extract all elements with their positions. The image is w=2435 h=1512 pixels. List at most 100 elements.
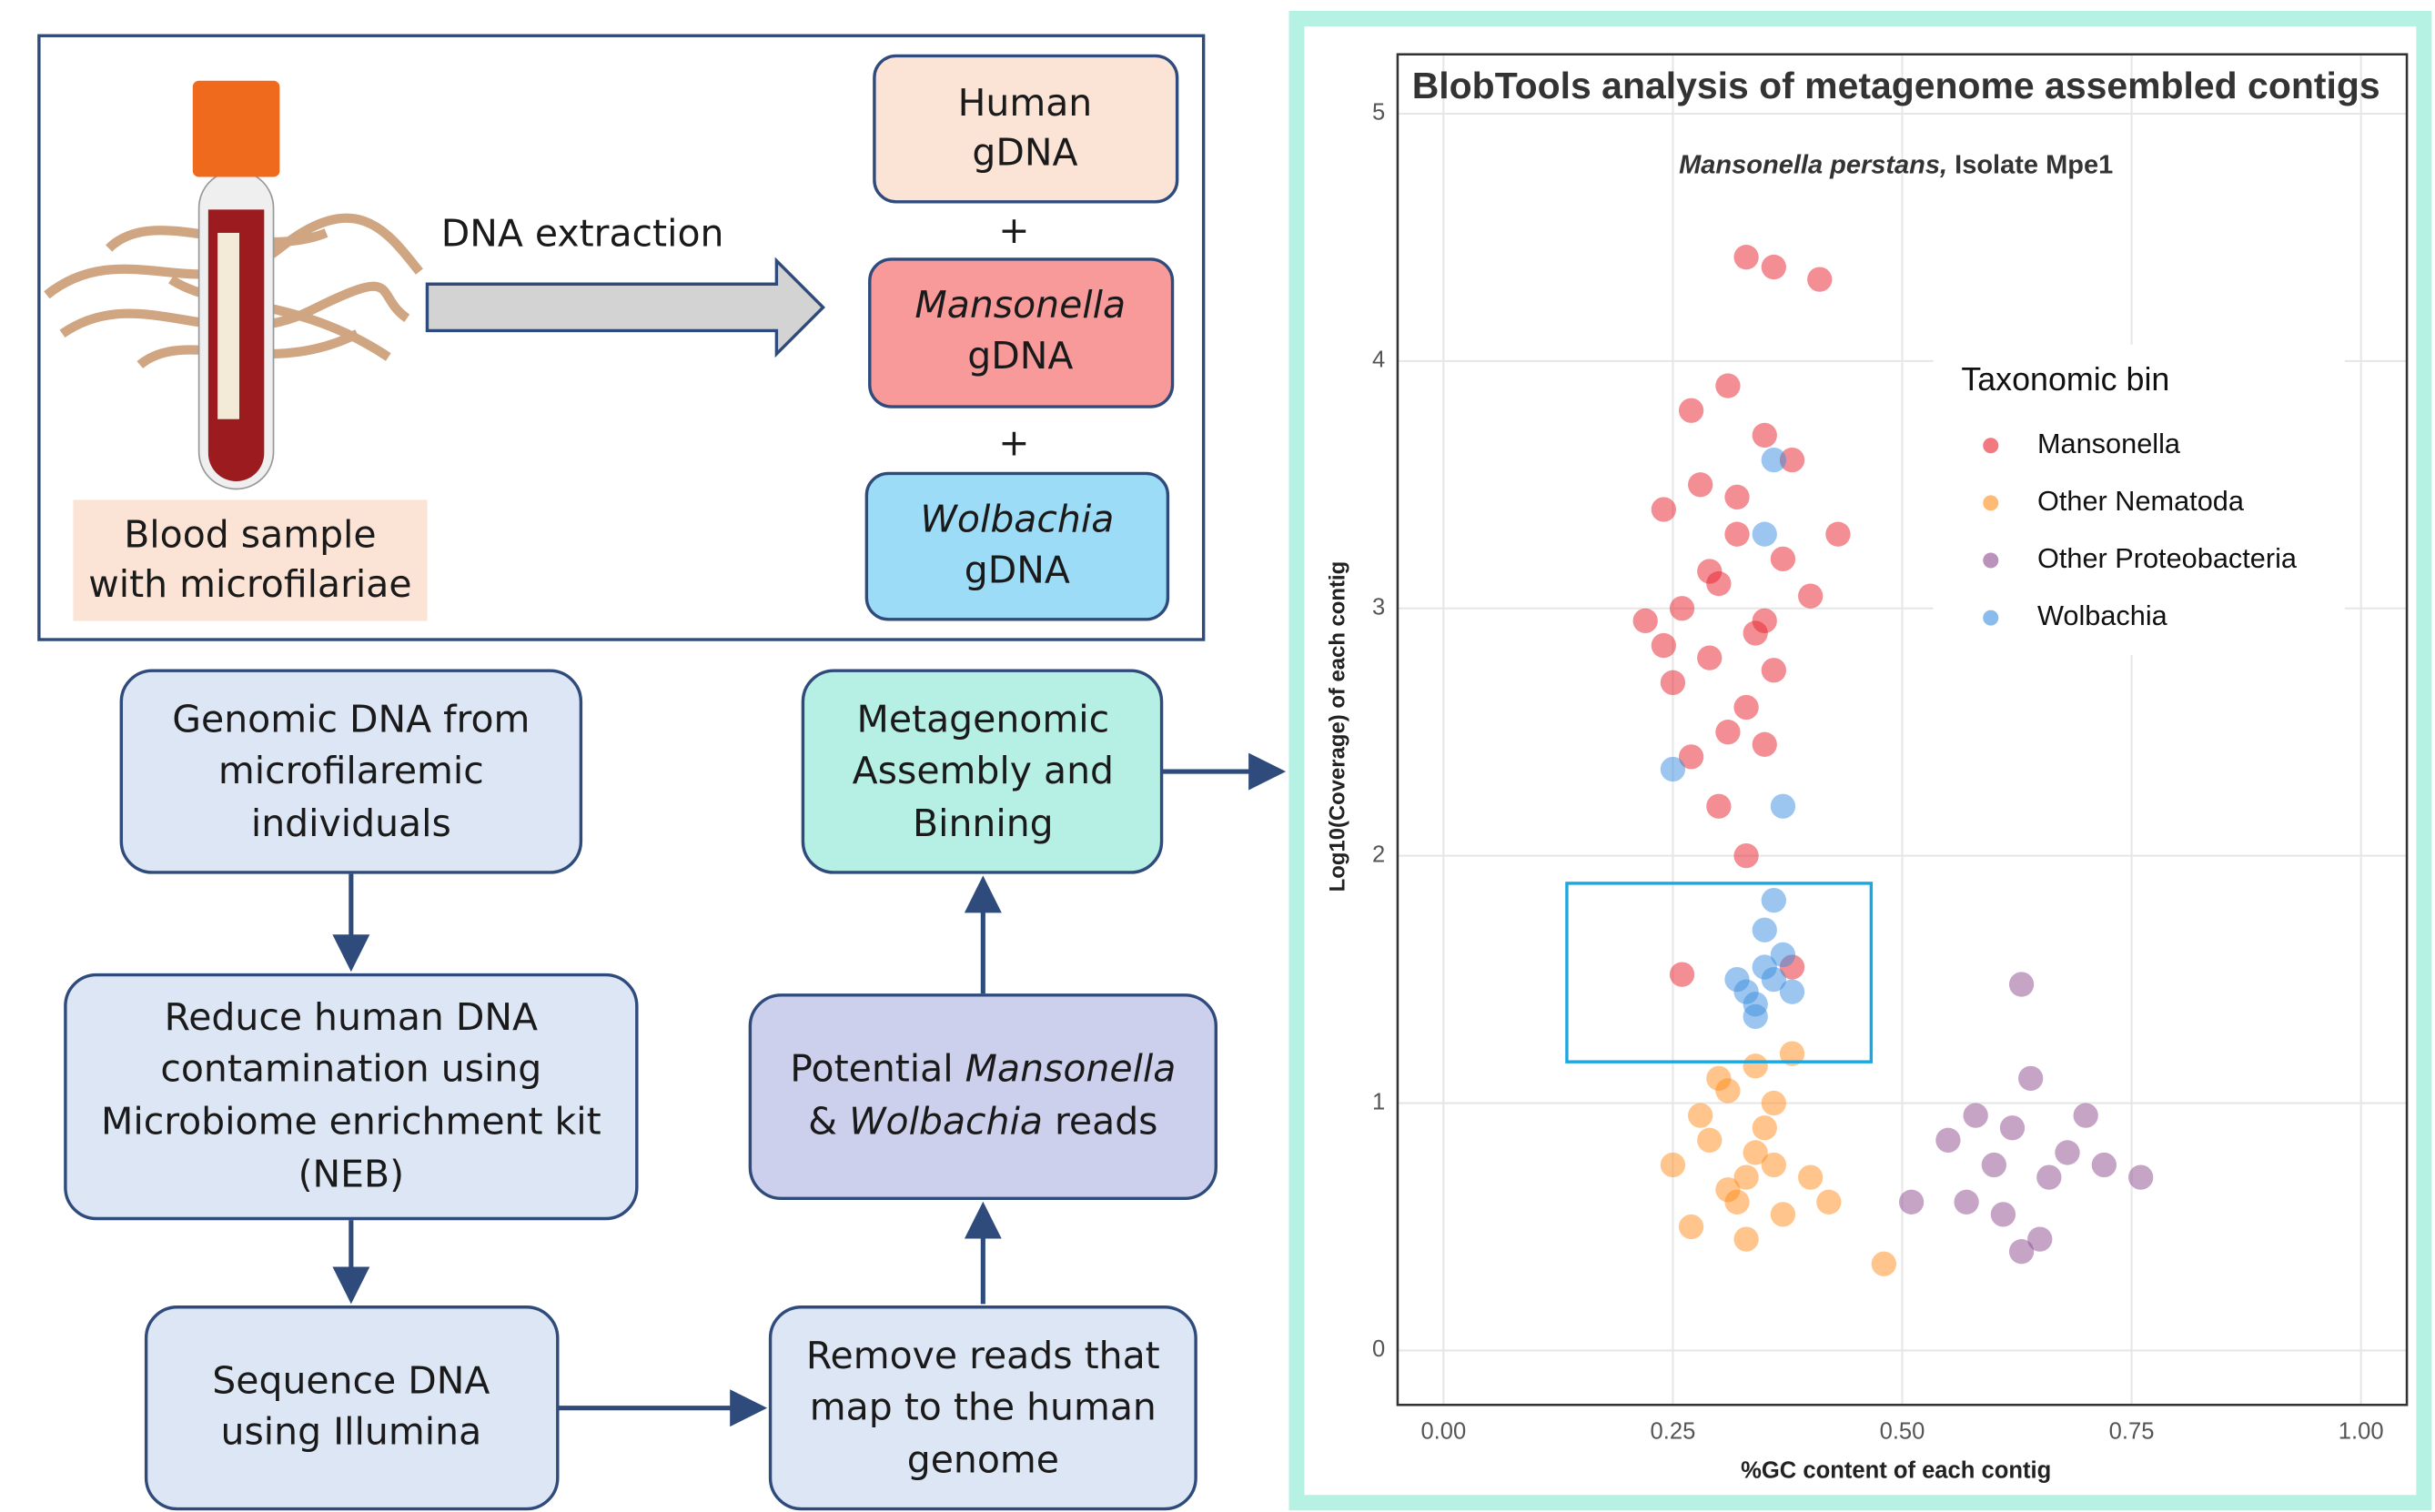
node-text: Assembly and	[853, 749, 1114, 792]
point	[1688, 1103, 1713, 1127]
point	[1724, 485, 1749, 509]
node-text: contamination using	[160, 1046, 541, 1090]
sample-label: Blood sample	[124, 512, 376, 556]
point	[1652, 633, 1676, 658]
node-text: gDNA	[972, 131, 1077, 175]
point	[2018, 1066, 2043, 1091]
x-tick-label: 0.75	[2109, 1419, 2155, 1445]
point	[1762, 658, 1786, 682]
point	[1762, 1153, 1786, 1177]
node-label: Metagenomic	[857, 697, 1110, 741]
legend-label: Other Proteobacteria	[2037, 542, 2298, 574]
point	[1771, 547, 1795, 571]
y-tick-label: 5	[1372, 100, 1385, 126]
point	[1762, 1091, 1786, 1115]
node-label: Mansonella	[914, 283, 1126, 327]
y-axis-label: Log10(Coverage) of each contig	[1325, 561, 1349, 892]
node-label: using Illumina	[221, 1410, 482, 1454]
node-label: gDNA	[972, 131, 1077, 175]
node-text: Wolbachia	[920, 497, 1114, 540]
point	[2036, 1164, 2061, 1189]
x-axis-label: %GC content of each contig	[1741, 1457, 2051, 1483]
point	[1633, 609, 1658, 633]
node-box	[866, 473, 1167, 619]
node-label: Reduce human DNA	[165, 995, 538, 1039]
node-text: Human	[958, 81, 1093, 125]
x-tick-label: 0.00	[1420, 1419, 1466, 1445]
point	[1688, 472, 1713, 497]
legend-key	[1983, 495, 1998, 510]
point	[1762, 255, 1786, 279]
node-text: Mansonella	[914, 283, 1126, 327]
point	[1724, 522, 1749, 547]
point	[1991, 1202, 2016, 1226]
node-label: Genomic DNA from	[172, 697, 530, 741]
y-tick-label: 1	[1372, 1089, 1385, 1114]
node-box	[147, 1307, 558, 1509]
point	[1771, 942, 1795, 967]
plus: +	[998, 421, 1029, 465]
node-text: Remove reads that	[806, 1334, 1160, 1377]
node-text: genome	[907, 1437, 1059, 1481]
point	[1715, 373, 1740, 398]
point	[2074, 1103, 2098, 1127]
chart: BlobTools analysis of metagenome assembl…	[1325, 55, 2407, 1484]
point	[1753, 1115, 1777, 1140]
point	[1753, 423, 1777, 448]
point	[1798, 1164, 1823, 1189]
point	[1715, 720, 1740, 744]
node-box	[750, 995, 1216, 1199]
subtitle-part: Isolate Mpe1	[1947, 150, 2113, 179]
point	[1661, 757, 1685, 781]
node-label: contamination using	[160, 1046, 541, 1090]
point	[2092, 1153, 2117, 1177]
point	[1743, 1053, 1768, 1078]
x-tick-label: 0.25	[1651, 1419, 1696, 1445]
y-tick-label: 4	[1372, 348, 1385, 373]
node-label: gDNA	[965, 549, 1070, 592]
node-label: Potential Mansonella	[790, 1046, 1176, 1090]
node-text: map to the human	[810, 1385, 1157, 1428]
page: Blood sample with microfilariae DNA extr…	[0, 0, 2435, 1512]
plus: +	[998, 208, 1029, 252]
point	[1899, 1190, 1924, 1215]
node-text: Microbiome enrichment kit	[101, 1099, 601, 1143]
point	[1679, 398, 1703, 423]
point	[1753, 609, 1777, 633]
node-label: (NEB)	[298, 1152, 405, 1195]
legend-label: Mansonella	[2037, 428, 2181, 459]
node-label: gDNA	[967, 334, 1073, 378]
node-text: microfilaremic	[218, 749, 484, 792]
point	[1762, 448, 1786, 472]
node-label: Wolbachia	[920, 497, 1114, 540]
node-label: individuals	[251, 801, 451, 845]
point	[1679, 1215, 1703, 1239]
node-label: microfilaremic	[218, 749, 484, 792]
legend-key	[1983, 438, 1998, 453]
point	[2009, 1239, 2034, 1264]
point	[1697, 1128, 1722, 1153]
point	[1762, 888, 1786, 912]
x-tick-label: 0.50	[1880, 1419, 1925, 1445]
chart-subtitle: Mansonella perstans, Isolate Mpe1	[1679, 150, 2113, 179]
point	[1964, 1103, 1988, 1127]
node-label: genome	[907, 1437, 1059, 1481]
node-label: map to the human	[810, 1385, 1157, 1428]
node-text: Sequence DNA	[212, 1358, 490, 1402]
point	[1670, 596, 1694, 620]
node-text: (NEB)	[298, 1152, 405, 1195]
y-tick-label: 3	[1372, 595, 1385, 620]
subtitle-part: Mansonella perstans,	[1679, 150, 1947, 179]
sample-label: with microfilariae	[88, 562, 411, 606]
x-tick-label: 1.00	[2339, 1419, 2384, 1445]
node-text: using Illumina	[221, 1410, 482, 1454]
node-text: Wolbachia	[849, 1099, 1043, 1143]
point	[1753, 522, 1777, 547]
point	[1697, 645, 1722, 670]
point	[1982, 1153, 2006, 1177]
point	[2128, 1164, 2153, 1189]
point	[1715, 1078, 1740, 1103]
point	[1798, 584, 1823, 609]
node-text: reads	[1043, 1099, 1158, 1143]
y-tick-label: 2	[1372, 842, 1385, 867]
